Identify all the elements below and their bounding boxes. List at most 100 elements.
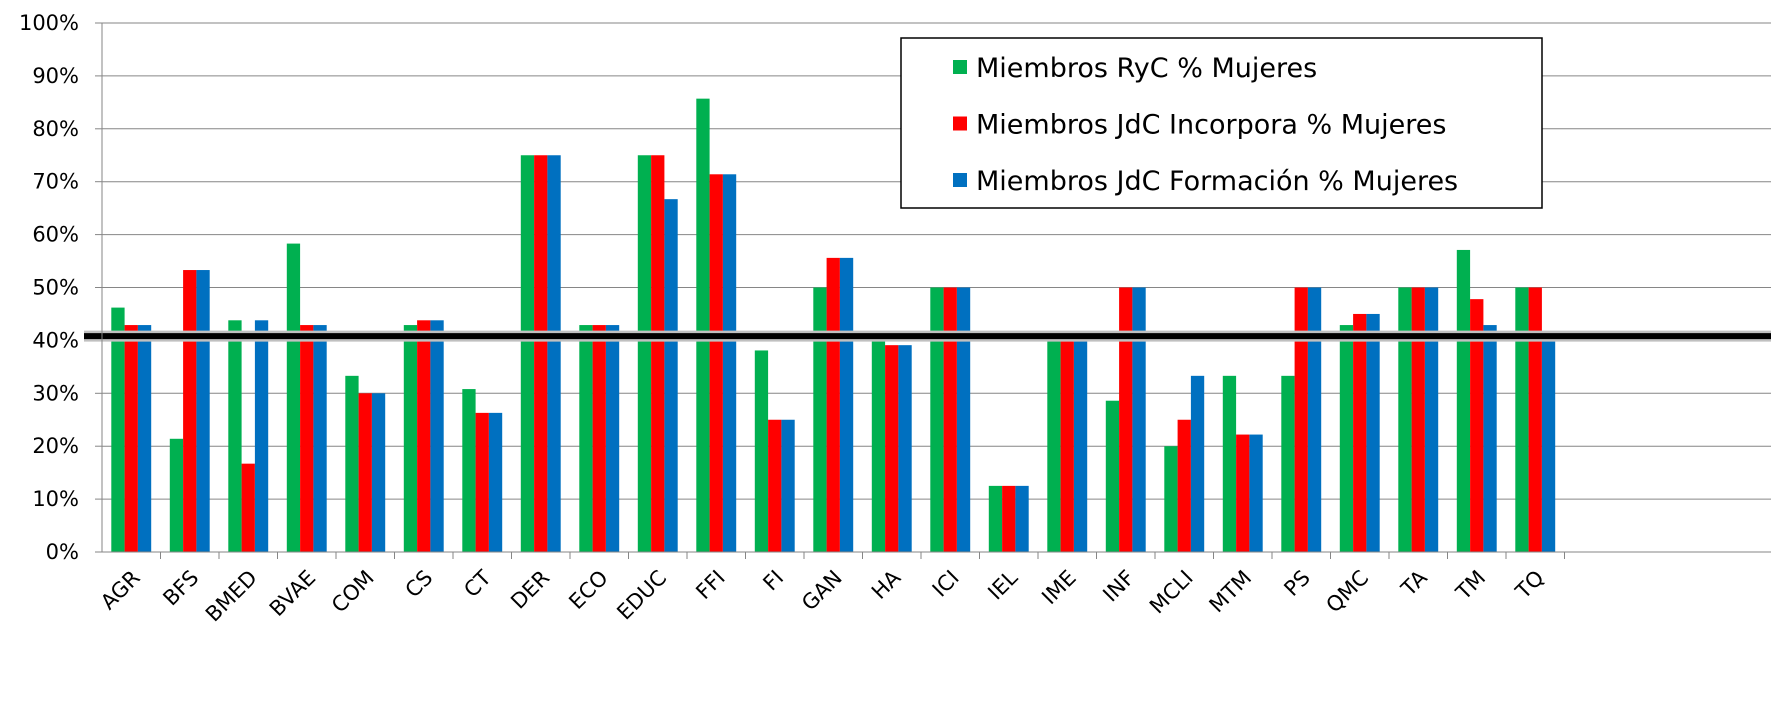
bar — [1222, 375, 1237, 552]
bar — [579, 325, 593, 552]
x-tick-label: TQ — [1510, 566, 1548, 604]
bar — [605, 325, 620, 552]
bar — [1366, 313, 1380, 552]
bar — [241, 463, 255, 552]
bars — [111, 98, 1556, 553]
bar — [1528, 287, 1542, 552]
bar — [124, 325, 138, 552]
bar — [1249, 434, 1263, 552]
y-tick-label: 0% — [46, 540, 79, 564]
legend-label: Miembros JdC Formación % Mujeres — [976, 166, 1458, 197]
x-tick-label: CT — [459, 565, 496, 602]
legend: Miembros RyC % Mujeres Miembros JdC Incor… — [900, 37, 1543, 209]
y-tick-label: 90% — [32, 64, 79, 88]
bar — [768, 419, 782, 552]
bar — [286, 243, 301, 552]
x-tick-label: TA — [1396, 565, 1432, 601]
legend-swatch — [953, 173, 967, 187]
y-tick-label: 30% — [32, 381, 79, 405]
bar — [1541, 331, 1556, 552]
bar — [696, 98, 710, 553]
bar — [1307, 287, 1322, 552]
bar — [520, 155, 535, 552]
bar — [1281, 375, 1295, 552]
bar — [417, 320, 431, 552]
bar — [1456, 249, 1471, 552]
bar — [488, 412, 503, 552]
bar — [754, 350, 769, 552]
bar — [371, 393, 386, 552]
x-tick-label: FI — [758, 566, 788, 596]
bar — [664, 199, 678, 552]
bar — [592, 325, 606, 552]
bar — [1294, 287, 1308, 552]
bar — [534, 155, 548, 552]
legend-swatch — [953, 116, 967, 131]
bar — [313, 325, 327, 552]
bar — [228, 320, 242, 552]
bar — [709, 174, 723, 553]
bar — [898, 345, 912, 552]
x-tick-label: QMC — [1321, 566, 1373, 618]
bar — [1105, 400, 1120, 552]
bar — [1164, 446, 1178, 552]
x-tick-label: BFS — [158, 566, 203, 611]
x-tick-label: CS — [401, 566, 438, 603]
y-tick-label: 100% — [19, 11, 79, 35]
bar — [1483, 325, 1497, 552]
y-tick-label: 80% — [32, 117, 79, 141]
bar — [988, 485, 1003, 553]
x-tick-label: BMED — [201, 566, 262, 627]
bar — [196, 270, 210, 552]
x-tick-label: IEL — [983, 565, 1022, 604]
x-tick-label: ECO — [564, 566, 612, 614]
bar — [1073, 340, 1088, 552]
bar — [839, 257, 854, 552]
y-tick-label: 60% — [32, 223, 79, 247]
bar — [1411, 287, 1425, 552]
bar — [885, 345, 899, 552]
bar — [930, 287, 944, 552]
x-tick-label: EDUC — [612, 566, 671, 625]
bar — [137, 325, 152, 552]
bar — [169, 438, 184, 552]
bar — [430, 320, 444, 552]
x-tick-label: IME — [1037, 566, 1081, 610]
legend-label: Miembros JdC Incorpora % Mujeres — [976, 110, 1446, 141]
x-tick-label: MCLI — [1145, 566, 1198, 619]
bar — [345, 375, 359, 552]
bar — [254, 320, 269, 552]
bar — [1470, 299, 1484, 552]
y-tick-label: 40% — [32, 328, 79, 352]
x-tick-label: BVAE — [265, 566, 320, 621]
bar — [1047, 340, 1061, 552]
bar — [1177, 419, 1191, 552]
bar — [1515, 287, 1529, 552]
legend-swatch — [953, 60, 967, 74]
x-tick-label: DER — [506, 566, 554, 614]
bar — [956, 287, 971, 552]
bar — [111, 307, 125, 552]
bar — [826, 257, 840, 552]
x-tick-label: FFI — [691, 566, 729, 604]
x-tick-label: INF — [1098, 566, 1139, 607]
bar — [1060, 340, 1074, 552]
bar — [1424, 287, 1439, 552]
x-tick-label: PS — [1279, 566, 1314, 601]
bar — [1398, 287, 1412, 552]
axes — [101, 23, 1771, 559]
bar — [637, 155, 652, 552]
x-tick-label: GAN — [797, 566, 847, 616]
bar — [1190, 375, 1205, 552]
bar — [651, 155, 665, 552]
x-tick-label: ICI — [928, 566, 964, 602]
bar — [475, 412, 489, 552]
bar — [781, 419, 795, 552]
bar — [1132, 287, 1146, 552]
x-tick-label: TM — [1451, 566, 1491, 606]
legend-label: Miembros RyC % Mujeres — [976, 53, 1317, 84]
bar — [871, 340, 886, 552]
bar — [813, 287, 827, 552]
